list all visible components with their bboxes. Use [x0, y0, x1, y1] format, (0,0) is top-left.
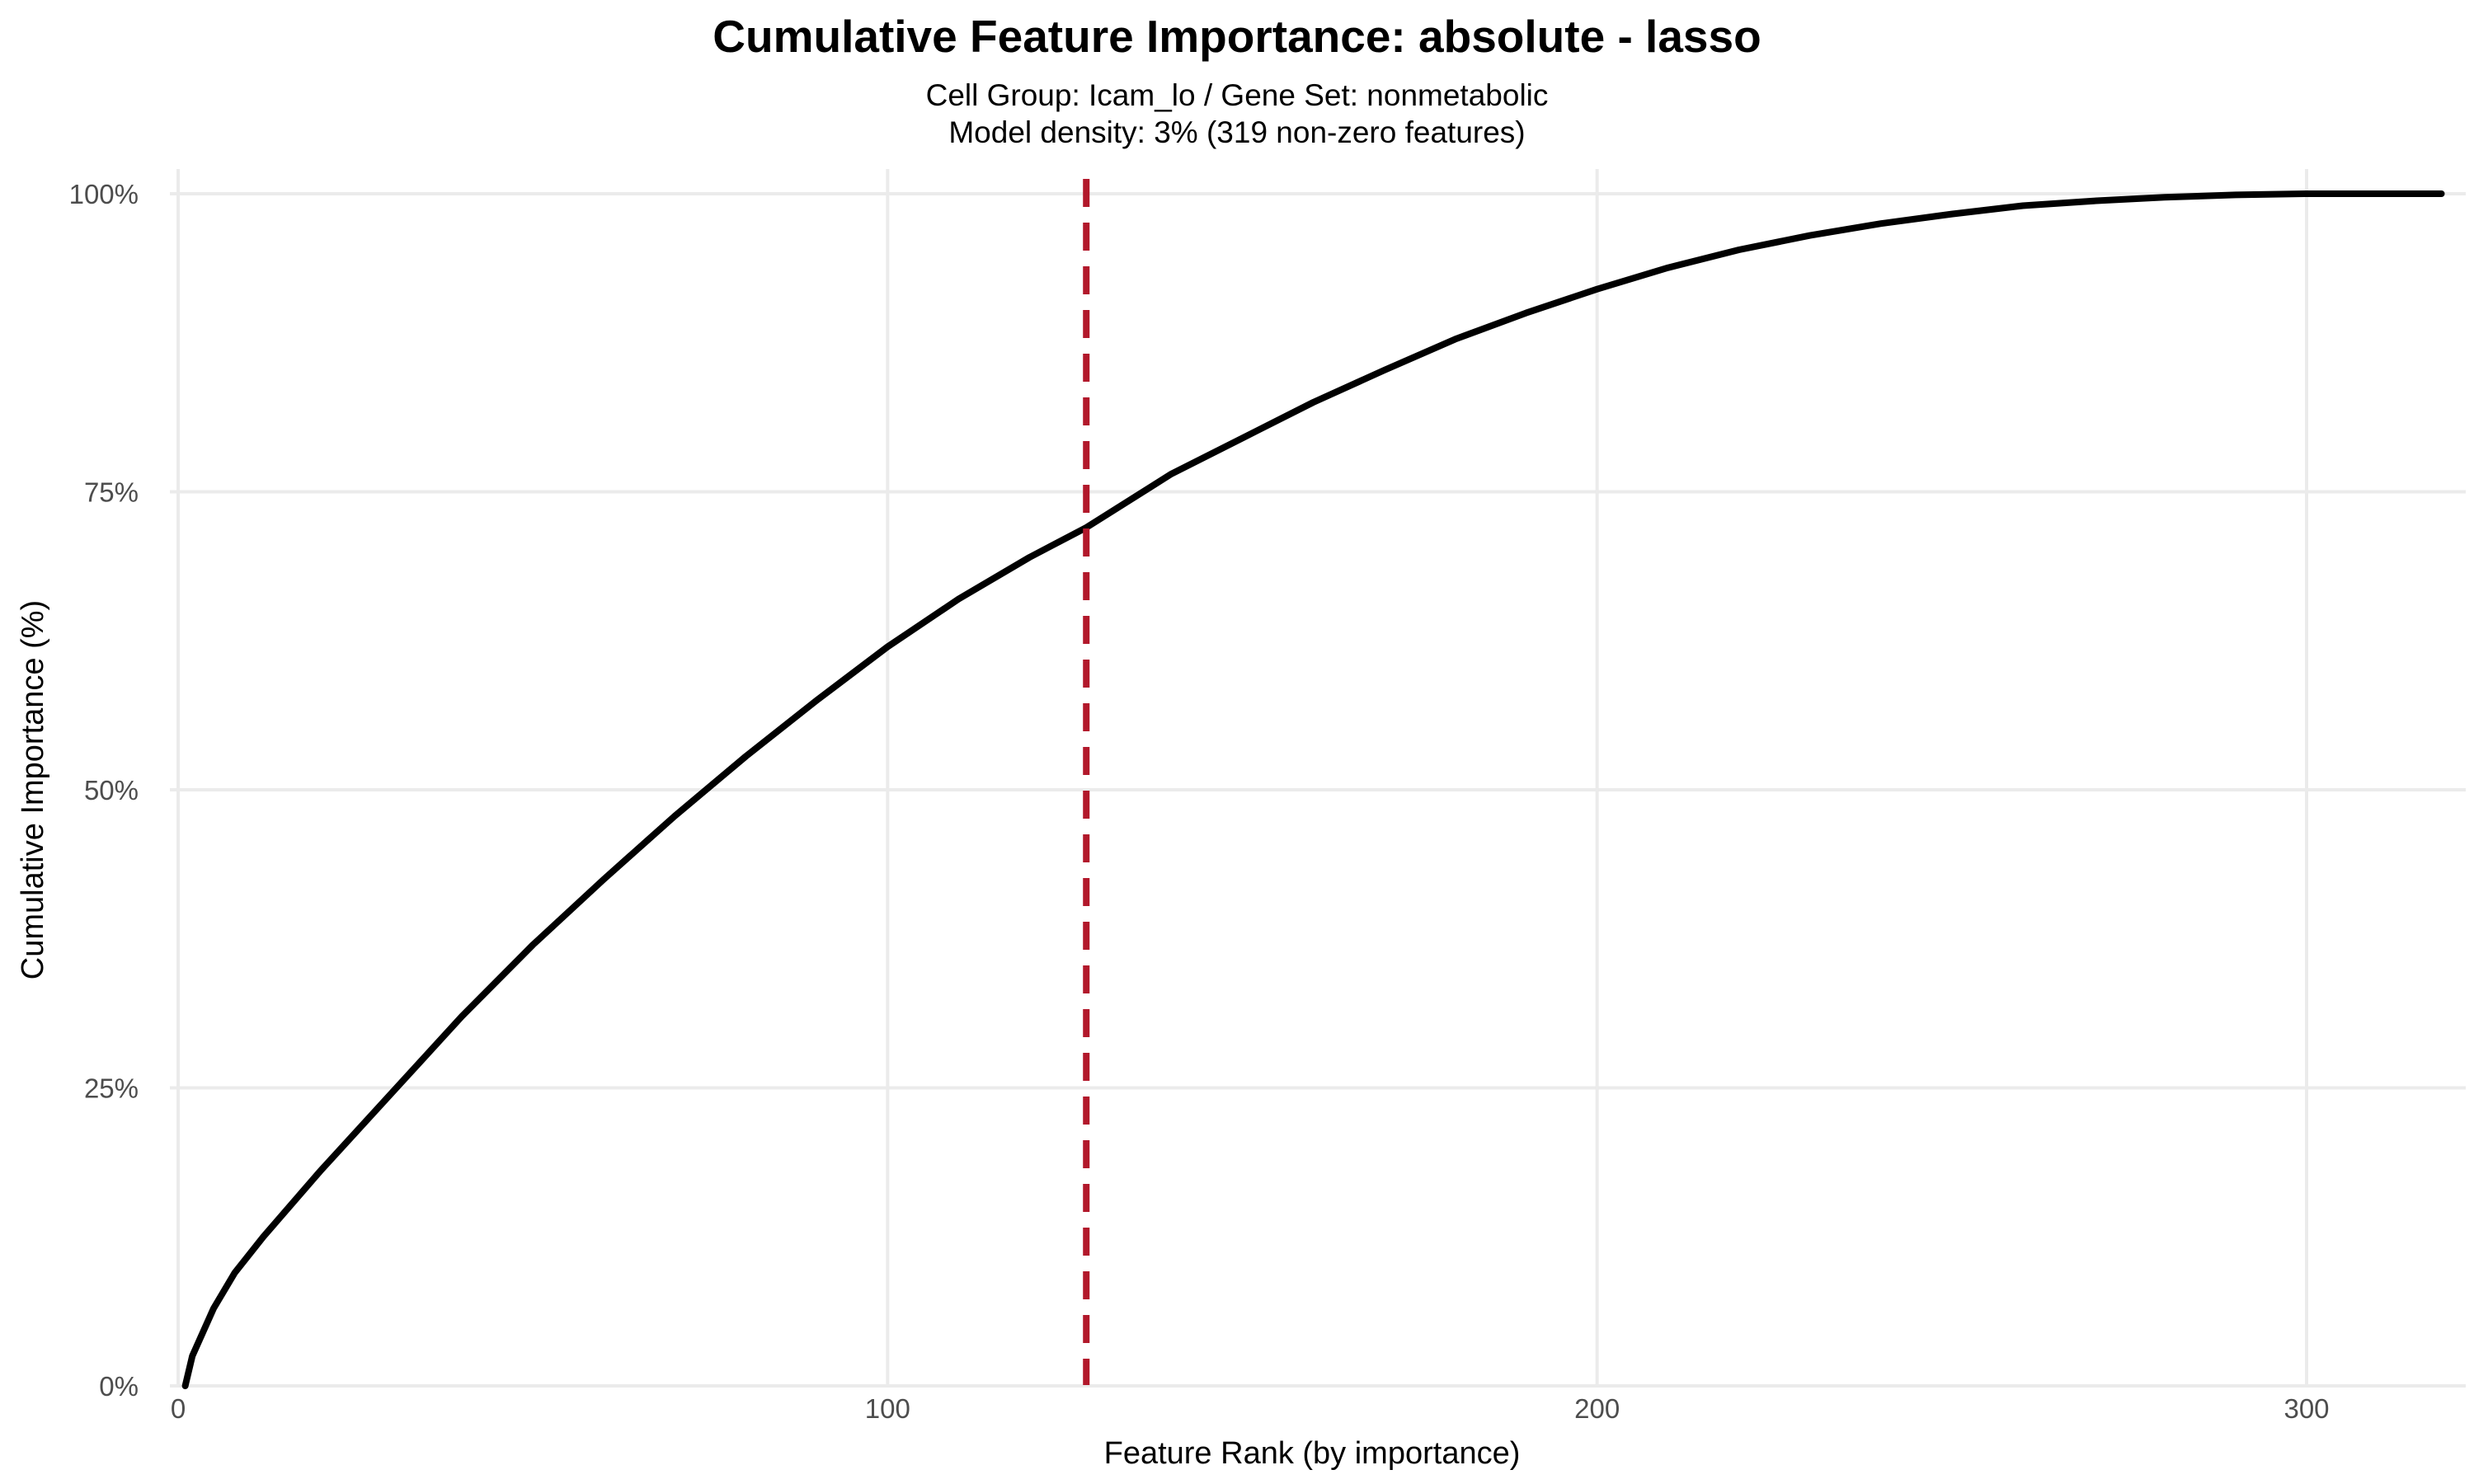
x-tick-label: 300	[2284, 1393, 2329, 1424]
y-tick-label: 0%	[99, 1371, 139, 1402]
chart-title: Cumulative Feature Importance: absolute …	[713, 11, 1761, 62]
x-axis-label: Feature Rank (by importance)	[1104, 1436, 1521, 1471]
chart-subtitle-line-1: Cell Group: Icam_lo / Gene Set: nonmetab…	[926, 78, 1549, 112]
y-axis-label: Cumulative Importance (%)	[16, 600, 50, 979]
x-tick-label: 100	[865, 1393, 910, 1424]
y-axis-ticks: 0% 25% 50% 75% 100%	[69, 179, 139, 1402]
y-tick-label: 75%	[84, 477, 139, 508]
x-tick-label: 0	[171, 1393, 186, 1424]
y-tick-label: 50%	[84, 775, 139, 805]
chart-subtitle-line-2: Model density: 3% (319 non-zero features…	[948, 115, 1525, 149]
grid-lines	[170, 169, 2466, 1388]
cumulative-importance-line	[181, 190, 2445, 1389]
x-tick-label: 200	[1574, 1393, 1620, 1424]
x-axis-ticks: 0 100 200 300	[171, 1393, 2330, 1424]
y-tick-label: 25%	[84, 1073, 139, 1104]
y-tick-label: 100%	[69, 179, 139, 209]
series-layer	[181, 190, 2445, 1389]
